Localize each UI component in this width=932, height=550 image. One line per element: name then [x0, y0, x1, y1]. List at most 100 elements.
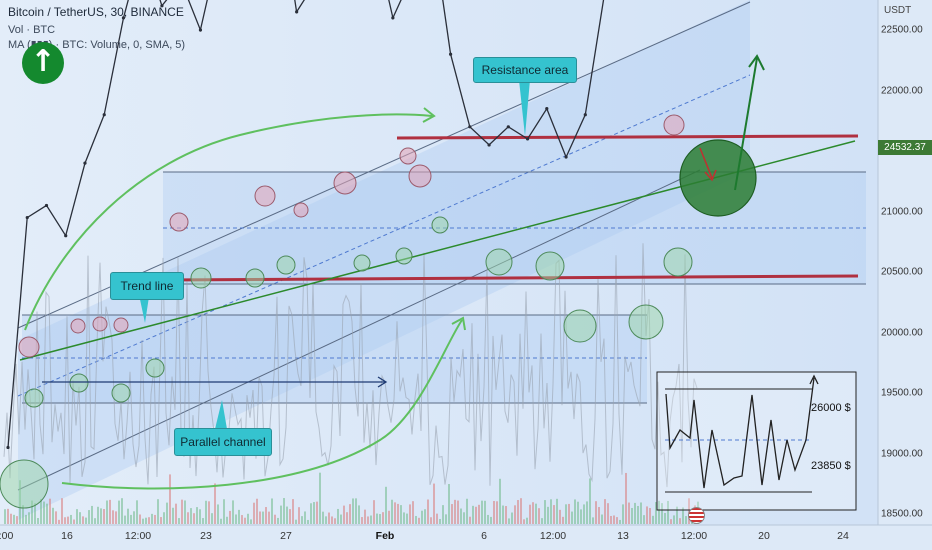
volume-bar: [424, 509, 426, 524]
volume-bar: [373, 500, 375, 524]
volume-bar: [217, 504, 219, 524]
volume-bar: [625, 472, 627, 524]
volume-bar: [364, 509, 366, 524]
volume-bar: [496, 501, 498, 524]
volume-bar: [208, 501, 210, 524]
volume-bar: [622, 504, 624, 524]
volume-bar: [307, 519, 309, 524]
volume-bar: [361, 517, 363, 524]
volume-bar: [253, 502, 255, 524]
us-flag-icon[interactable]: [688, 507, 705, 524]
y-tick-label: 19500.00: [881, 387, 923, 399]
volume-bar: [682, 507, 684, 524]
inset-high-label: 26000 $: [811, 402, 851, 414]
volume-bar: [91, 505, 93, 524]
volume-bar: [418, 517, 420, 524]
volume-bar: [445, 514, 447, 524]
volume-bar: [7, 508, 9, 524]
price-point: [25, 215, 29, 220]
volume-bar: [292, 499, 294, 524]
volume-bar: [37, 518, 39, 524]
volume-bar: [46, 503, 48, 524]
volume-bar: [628, 502, 630, 524]
volume-bar: [223, 499, 225, 524]
swing-high-marker: [663, 114, 685, 136]
x-tick-label: 6: [481, 530, 487, 542]
price-point: [160, 4, 164, 8]
volume-bar: [433, 483, 435, 524]
volume-bar: [568, 503, 570, 524]
volume-bar: [565, 504, 567, 524]
last-price-tag: 24532.37: [878, 140, 932, 155]
volume-bar: [448, 484, 450, 524]
volume-bar: [490, 516, 492, 524]
volume-bar: [175, 503, 177, 524]
volume-bar: [121, 498, 123, 524]
curved-arrow-lower: [61, 319, 463, 490]
volume-bar: [592, 517, 594, 524]
volume-bar: [505, 506, 507, 524]
volume-bar: [370, 515, 372, 524]
swing-low-marker: [535, 251, 565, 281]
y-tick-label: 22000.00: [881, 85, 923, 96]
volume-bar: [190, 508, 192, 524]
volume-bar: [436, 513, 438, 524]
swing-high-marker: [254, 185, 276, 207]
volume-bar: [73, 519, 75, 524]
volume-bar: [469, 516, 471, 524]
volume-bar: [532, 502, 534, 524]
swing-low-marker: [431, 216, 449, 234]
volume-bar: [406, 513, 408, 524]
y-tick-label: 20000.00: [881, 327, 923, 338]
price-point: [583, 113, 587, 117]
volume-bar: [304, 511, 306, 524]
volume-bar: [25, 514, 27, 524]
volume-bar: [202, 518, 204, 524]
volume-bar: [109, 499, 111, 524]
volume-bar: [376, 513, 378, 524]
volume-bar: [640, 502, 642, 524]
volume-bar: [667, 500, 669, 524]
volume-bar: [523, 519, 525, 524]
swing-low-marker: [628, 304, 664, 340]
volume-bar: [556, 498, 558, 524]
volume-bar: [649, 508, 651, 524]
volume-bar: [349, 504, 351, 524]
volume-bar: [103, 509, 105, 524]
volume-bar: [337, 508, 339, 524]
volume-bar: [76, 509, 78, 524]
volume-bar: [94, 518, 96, 524]
volume-bar: [385, 486, 387, 524]
y-tick-label: 22500.00: [881, 24, 923, 36]
volume-bar: [64, 517, 66, 524]
volume-bar: [478, 504, 480, 524]
swing-high-marker: [113, 317, 129, 333]
volume-bar: [265, 507, 267, 524]
volume-bar: [634, 502, 636, 524]
volume-bar: [415, 515, 417, 524]
horizontal-arrow-head: [377, 376, 388, 388]
volume-bar: [517, 500, 519, 524]
volume-bar: [499, 478, 501, 524]
volume-bar: [154, 514, 156, 524]
volume-bar: [130, 514, 132, 524]
volume-bar: [595, 501, 597, 524]
volume-bar: [40, 498, 42, 524]
volume-bar: [637, 505, 639, 524]
volume-bar: [571, 511, 573, 524]
volume-bar: [148, 517, 150, 524]
inset-low-label: 23850 $: [811, 460, 851, 472]
volume-bar: [325, 516, 327, 524]
volume-bar: [274, 514, 276, 524]
volume-bar: [658, 500, 660, 524]
pullback-arrow-head: [704, 169, 717, 182]
curved-arrow-upper-head: [422, 107, 436, 123]
volume-bar: [340, 514, 342, 524]
volume-bar: [646, 506, 648, 524]
volume-bar: [616, 517, 618, 524]
volume-bar: [295, 519, 297, 524]
volume-bar: [82, 516, 84, 524]
volume-bar: [652, 515, 654, 524]
y-axis-currency: USDT: [884, 5, 912, 16]
volume-bar: [67, 516, 69, 524]
